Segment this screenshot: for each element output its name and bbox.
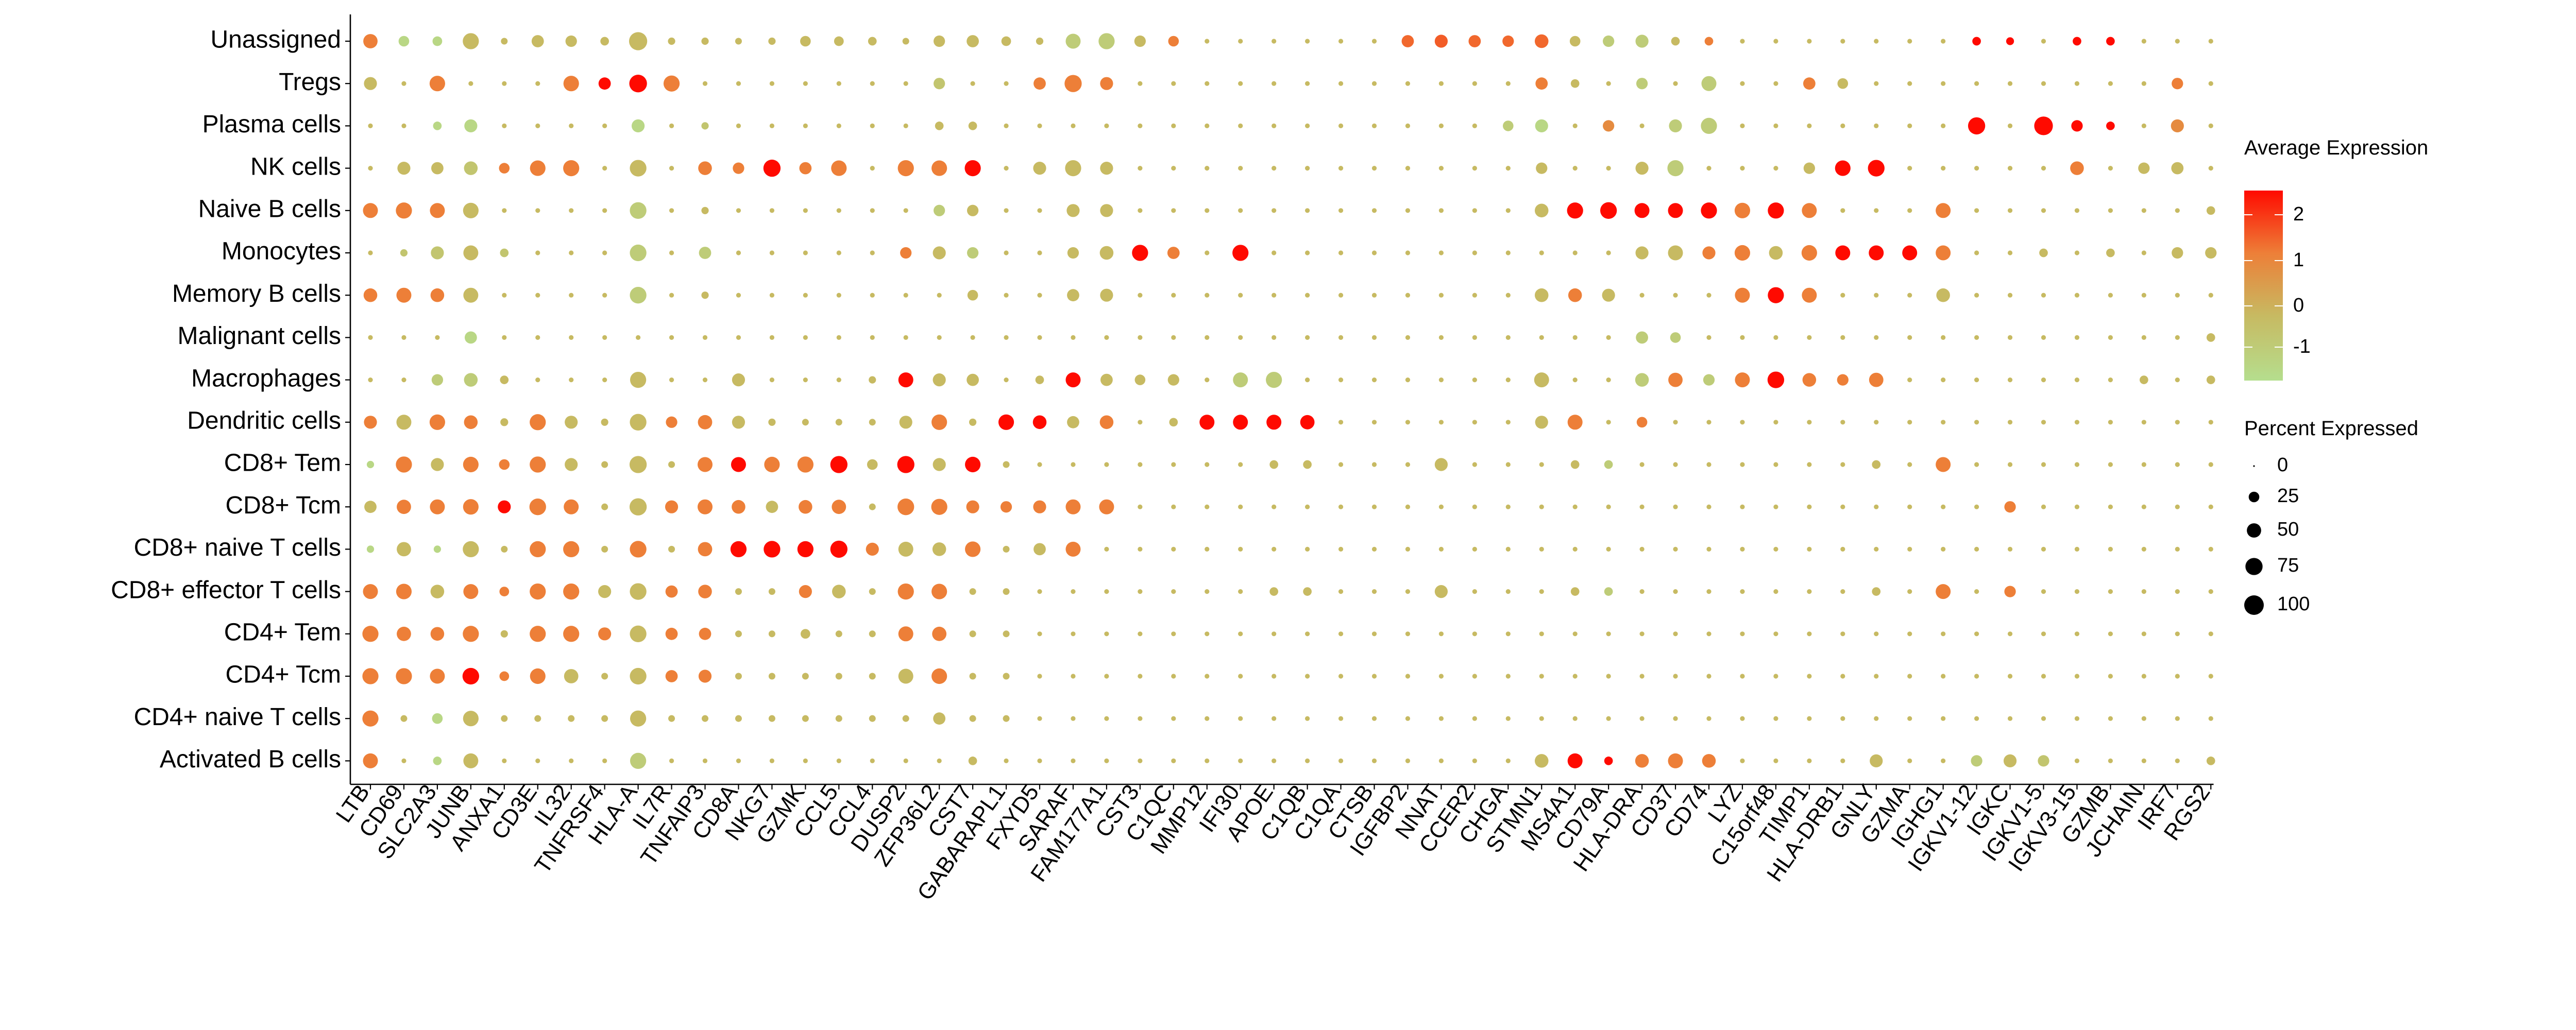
svg-text:CD8+ Tem: CD8+ Tem	[224, 450, 341, 477]
svg-text:2: 2	[2293, 203, 2304, 225]
svg-text:100: 100	[2277, 593, 2310, 615]
svg-text:CD8+ Tcm: CD8+ Tcm	[225, 492, 341, 519]
svg-text:Plasma cells: Plasma cells	[202, 111, 341, 138]
svg-text:Unassigned: Unassigned	[211, 26, 342, 54]
svg-text:Percent Expressed: Percent Expressed	[2244, 417, 2418, 440]
svg-text:Naive B cells: Naive B cells	[198, 195, 341, 222]
svg-text:-1: -1	[2293, 336, 2311, 357]
svg-text:0: 0	[2277, 454, 2288, 476]
svg-text:1: 1	[2293, 249, 2304, 271]
svg-text:CD4+ naive T cells: CD4+ naive T cells	[134, 703, 341, 731]
svg-text:50: 50	[2277, 519, 2299, 540]
svg-text:CD8+ naive T cells: CD8+ naive T cells	[134, 534, 341, 561]
svg-text:CD4+ Tem: CD4+ Tem	[224, 619, 341, 646]
svg-text:Monocytes: Monocytes	[222, 238, 341, 265]
svg-text:25: 25	[2277, 485, 2299, 507]
svg-text:Average Expression: Average Expression	[2244, 136, 2428, 159]
svg-text:Dendritic cells: Dendritic cells	[187, 407, 341, 434]
svg-text:NK cells: NK cells	[250, 153, 341, 180]
svg-text:Macrophages: Macrophages	[191, 365, 341, 392]
svg-text:75: 75	[2277, 555, 2299, 576]
svg-text:0: 0	[2293, 295, 2304, 316]
svg-text:CD8+ effector T cells: CD8+ effector T cells	[111, 576, 341, 604]
svg-text:CD4+ Tcm: CD4+ Tcm	[225, 661, 341, 689]
svg-text:Activated B cells: Activated B cells	[160, 746, 341, 773]
svg-text:Memory B cells: Memory B cells	[172, 280, 341, 307]
svg-text:Malignant cells: Malignant cells	[178, 322, 341, 350]
svg-text:Tregs: Tregs	[279, 68, 341, 96]
